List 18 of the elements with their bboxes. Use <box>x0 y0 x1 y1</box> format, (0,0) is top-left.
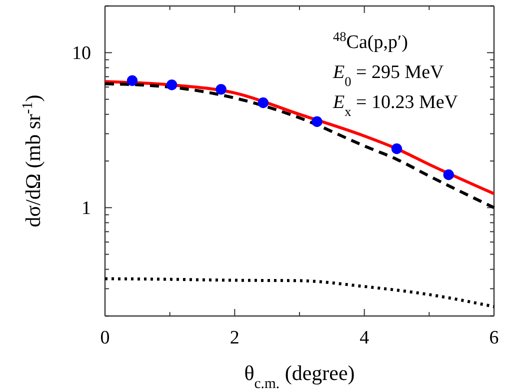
point <box>312 116 322 127</box>
x-tick-label: 2 <box>230 327 240 348</box>
line-series <box>104 277 496 308</box>
x-tick-label: 4 <box>360 327 370 348</box>
point <box>258 97 269 108</box>
y-tick-label: 10 <box>72 42 91 64</box>
point <box>126 75 138 86</box>
x-axis-title: θ$_{c.m.}$ (degree) <box>244 361 355 389</box>
point <box>391 143 402 154</box>
annotation: $^{48}$Ca(p,p′) <box>333 28 408 53</box>
point <box>166 79 178 90</box>
annotation: E$_{0}$ = 295 MeV <box>332 62 444 88</box>
point <box>216 84 226 95</box>
annotation: E$_{x}$ = 10.23 MeV <box>332 92 458 118</box>
point <box>443 169 454 180</box>
y-tick-label: 1 <box>82 198 91 219</box>
x-tick-label: 6 <box>489 327 499 348</box>
x-tick-label: 0 <box>100 327 110 348</box>
